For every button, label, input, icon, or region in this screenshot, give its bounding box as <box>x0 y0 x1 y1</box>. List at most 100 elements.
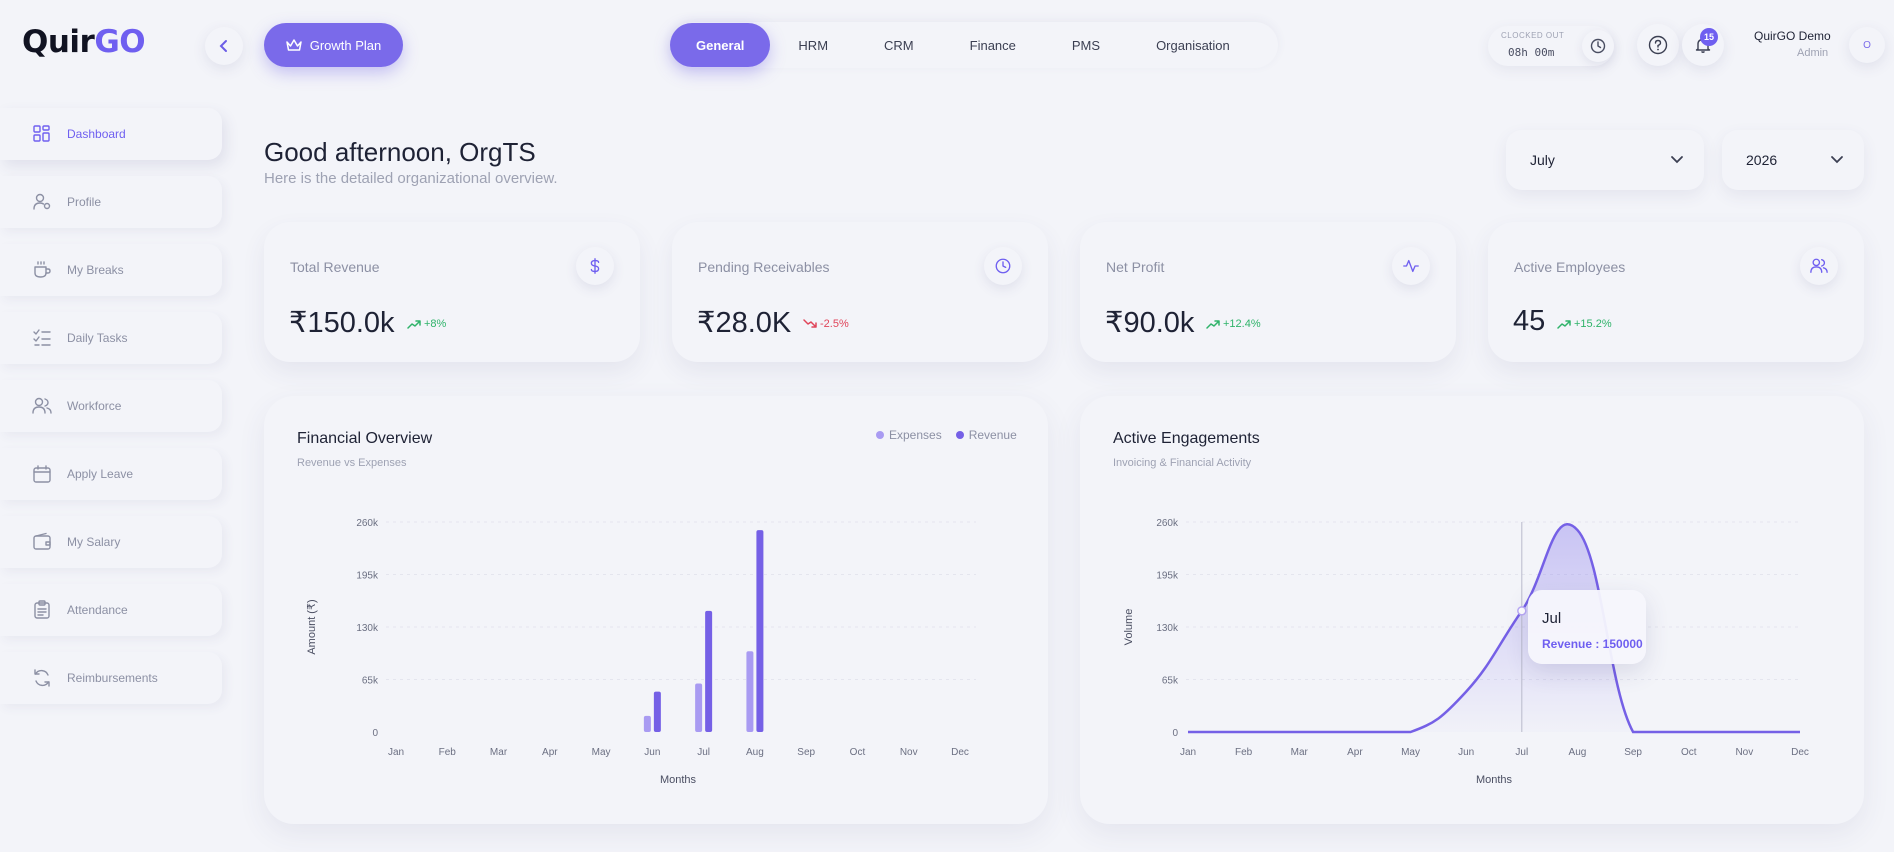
x-tick-label: Feb <box>1235 747 1253 758</box>
refresh-icon <box>34 669 50 687</box>
legend-revenue[interactable]: Revenue <box>955 428 1017 442</box>
sidebar-item-reimbursements[interactable]: Reimbursements <box>0 652 222 704</box>
stat-card-net-profit: Net Profit ₹90.0k +12.4% <box>1080 222 1456 362</box>
bar-expenses-jun <box>643 715 651 732</box>
help-icon <box>1648 35 1668 55</box>
sidebar-item-label: Workforce <box>67 399 122 413</box>
x-tick-label: Apr <box>542 747 558 758</box>
x-tick-label: Jan <box>1180 747 1196 758</box>
stat-value: 45 <box>1513 305 1546 337</box>
coffee-icon <box>34 261 51 278</box>
legend-expenses[interactable]: Expenses <box>876 428 942 442</box>
sidebar-item-label: Profile <box>67 195 102 209</box>
y-tick-label: 195k <box>1156 571 1179 582</box>
avatar[interactable]: O <box>1849 27 1885 63</box>
dollar-icon <box>590 258 600 274</box>
stat-icon-button <box>576 247 614 285</box>
sidebar-item-label: Reimbursements <box>67 671 158 685</box>
month-select-value: July <box>1530 152 1555 168</box>
quirgo-logo[interactable]: QuirGO <box>22 24 146 60</box>
financial-overview-chart: 0 65k 130k 195k 260k Jan Feb Mar Apr May Jun Jul Aug… <box>306 518 976 786</box>
clock-in-button[interactable] <box>1582 30 1614 62</box>
financial-overview-title: Financial Overview <box>297 430 433 447</box>
sidebar-item-dashboard[interactable]: Dashboard <box>0 108 222 160</box>
y-tick-label: 65k <box>362 676 379 687</box>
collapse-sidebar-button[interactable] <box>205 27 243 65</box>
growth-plan-button[interactable]: Growth Plan <box>264 23 403 67</box>
sidebar-item-my-salary[interactable]: My Salary <box>0 516 222 568</box>
logo-text: Quir <box>22 24 95 60</box>
stat-trend: +8% <box>407 318 446 330</box>
x-tick-label: Jul <box>697 747 710 758</box>
x-tick-label: May <box>1401 747 1420 758</box>
growth-plan-label: Growth Plan <box>309 37 382 53</box>
tab-crm[interactable]: CRM <box>884 37 914 53</box>
user-role: Admin <box>1797 47 1829 59</box>
calendar-icon <box>33 465 51 483</box>
sidebar-item-label: Attendance <box>67 603 128 617</box>
x-tick-label: Sep <box>1624 747 1642 758</box>
tab-organisation[interactable]: Organisation <box>1156 37 1230 53</box>
month-select[interactable]: July <box>1506 130 1704 190</box>
x-tick-label: Mar <box>490 747 508 758</box>
sidebar-item-workforce[interactable]: Workforce <box>0 380 222 432</box>
y-tick-label: 195k <box>356 571 379 582</box>
profile-icon <box>33 193 51 210</box>
x-tick-label: Feb <box>439 747 457 758</box>
stat-trend-value: -2.5% <box>820 318 849 330</box>
chart-tooltip: Jul Revenue : 150000 <box>1528 590 1646 664</box>
sidebar-item-attendance[interactable]: Attendance <box>0 584 222 636</box>
sidebar-item-daily-tasks[interactable]: Daily Tasks <box>0 312 222 364</box>
y-tick-label: 260k <box>356 518 379 529</box>
legend-expenses-label: Expenses <box>889 428 942 442</box>
tab-hrm[interactable]: HRM <box>798 37 829 53</box>
stat-trend-value: +15.2% <box>1574 318 1612 330</box>
crown-icon <box>285 39 302 51</box>
active-engagements-subtitle: Invoicing & Financial Activity <box>1113 457 1252 469</box>
sidebar-item-my-breaks[interactable]: My Breaks <box>0 244 222 296</box>
stat-icon-button <box>984 247 1022 285</box>
clock-icon <box>995 258 1011 274</box>
wallet-icon <box>33 532 51 550</box>
stat-value: ₹28.0K <box>697 307 792 339</box>
sidebar-item-label: My Salary <box>67 535 121 549</box>
stat-card-active-employees: Active Employees 45 +15.2% <box>1488 222 1864 362</box>
sidebar-item-label: Apply Leave <box>67 467 134 481</box>
sidebar-item-label: My Breaks <box>67 263 124 277</box>
year-select[interactable]: 2026 <box>1722 130 1864 190</box>
stat-value: ₹90.0k <box>1105 307 1195 339</box>
user-name[interactable]: QuirGO Demo <box>1754 29 1831 43</box>
tab-finance[interactable]: Finance <box>969 37 1016 53</box>
clock-icon <box>1590 38 1606 54</box>
tooltip-month: Jul <box>1542 610 1562 627</box>
year-select-value: 2026 <box>1746 152 1778 168</box>
financial-overview-subtitle: Revenue vs Expenses <box>297 457 407 469</box>
y-axis-label: Amount (₹) <box>306 599 318 654</box>
trend-up-icon <box>407 320 421 329</box>
y-tick-label: 65k <box>1162 676 1179 687</box>
y-tick-label: 130k <box>1156 623 1179 634</box>
stat-trend: +15.2% <box>1557 318 1612 330</box>
help-button[interactable] <box>1637 24 1679 66</box>
logo-text-accent: GO <box>94 24 146 60</box>
tab-general[interactable]: General <box>670 23 771 67</box>
stat-label: Total Revenue <box>290 259 380 275</box>
checklist-icon <box>33 329 51 346</box>
area-fill <box>1188 524 1800 732</box>
bar-expenses-jul <box>695 683 703 732</box>
page-title: Good afternoon, OrgTS <box>264 137 536 167</box>
x-tick-label: Aug <box>1569 747 1587 758</box>
trend-up-icon <box>1206 320 1220 329</box>
sidebar-item-profile[interactable]: Profile <box>0 176 222 228</box>
hover-point <box>1517 606 1527 616</box>
tab-pms[interactable]: PMS <box>1071 37 1101 53</box>
x-tick-label: Jan <box>388 747 404 758</box>
bar-revenue-jun <box>653 691 661 732</box>
x-tick-label: Apr <box>1347 747 1363 758</box>
sidebar-item-apply-leave[interactable]: Apply Leave <box>0 448 222 500</box>
financial-overview-card: Financial Overview Revenue vs Expenses E… <box>264 396 1048 824</box>
x-tick-label: Oct <box>1681 747 1697 758</box>
x-tick-label: Oct <box>850 747 866 758</box>
users-icon <box>32 397 52 414</box>
y-tick-label: 130k <box>356 623 379 634</box>
